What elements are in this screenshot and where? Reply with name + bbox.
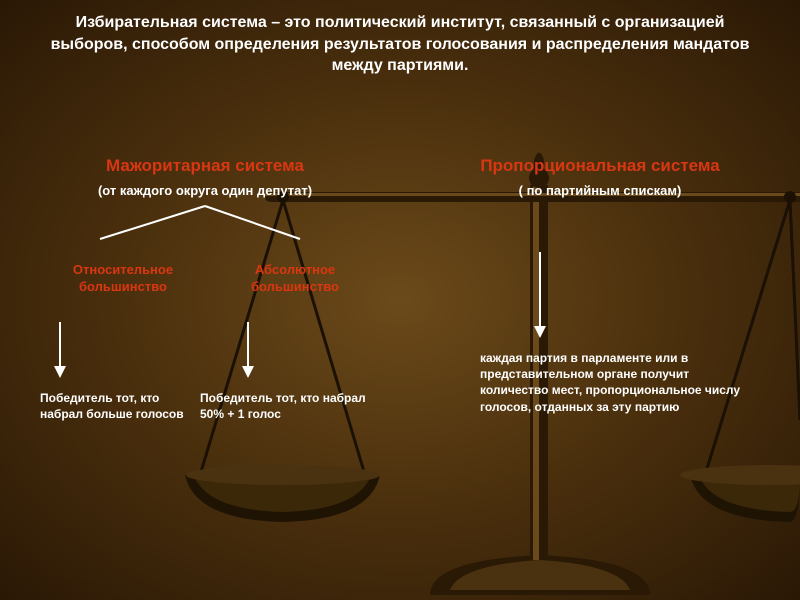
right-desc: каждая партия в парламенте или в предста… xyxy=(480,350,760,415)
slide-title: Избирательная система – это политический… xyxy=(0,0,800,77)
arrow-proportional xyxy=(520,250,560,340)
left-subheading: (от каждого округа один депутат) xyxy=(40,183,370,198)
branch2-desc: Победитель тот, кто набрал 50% + 1 голос xyxy=(200,390,370,422)
branch2-label: Абсолютное большинство xyxy=(220,262,370,296)
arrow-right xyxy=(228,320,268,380)
right-column: Пропорциональная система ( по партийным … xyxy=(450,155,750,198)
left-heading: Мажоритарная система xyxy=(40,155,370,177)
right-subheading: ( по партийным спискам) xyxy=(450,183,750,198)
right-heading: Пропорциональная система xyxy=(450,155,750,177)
arrow-left xyxy=(40,320,80,380)
branch1-desc: Победитель тот, кто набрал больше голосо… xyxy=(40,390,190,422)
left-column: Мажоритарная система (от каждого округа … xyxy=(40,155,370,260)
branch1-label: Относительное большинство xyxy=(48,262,198,296)
